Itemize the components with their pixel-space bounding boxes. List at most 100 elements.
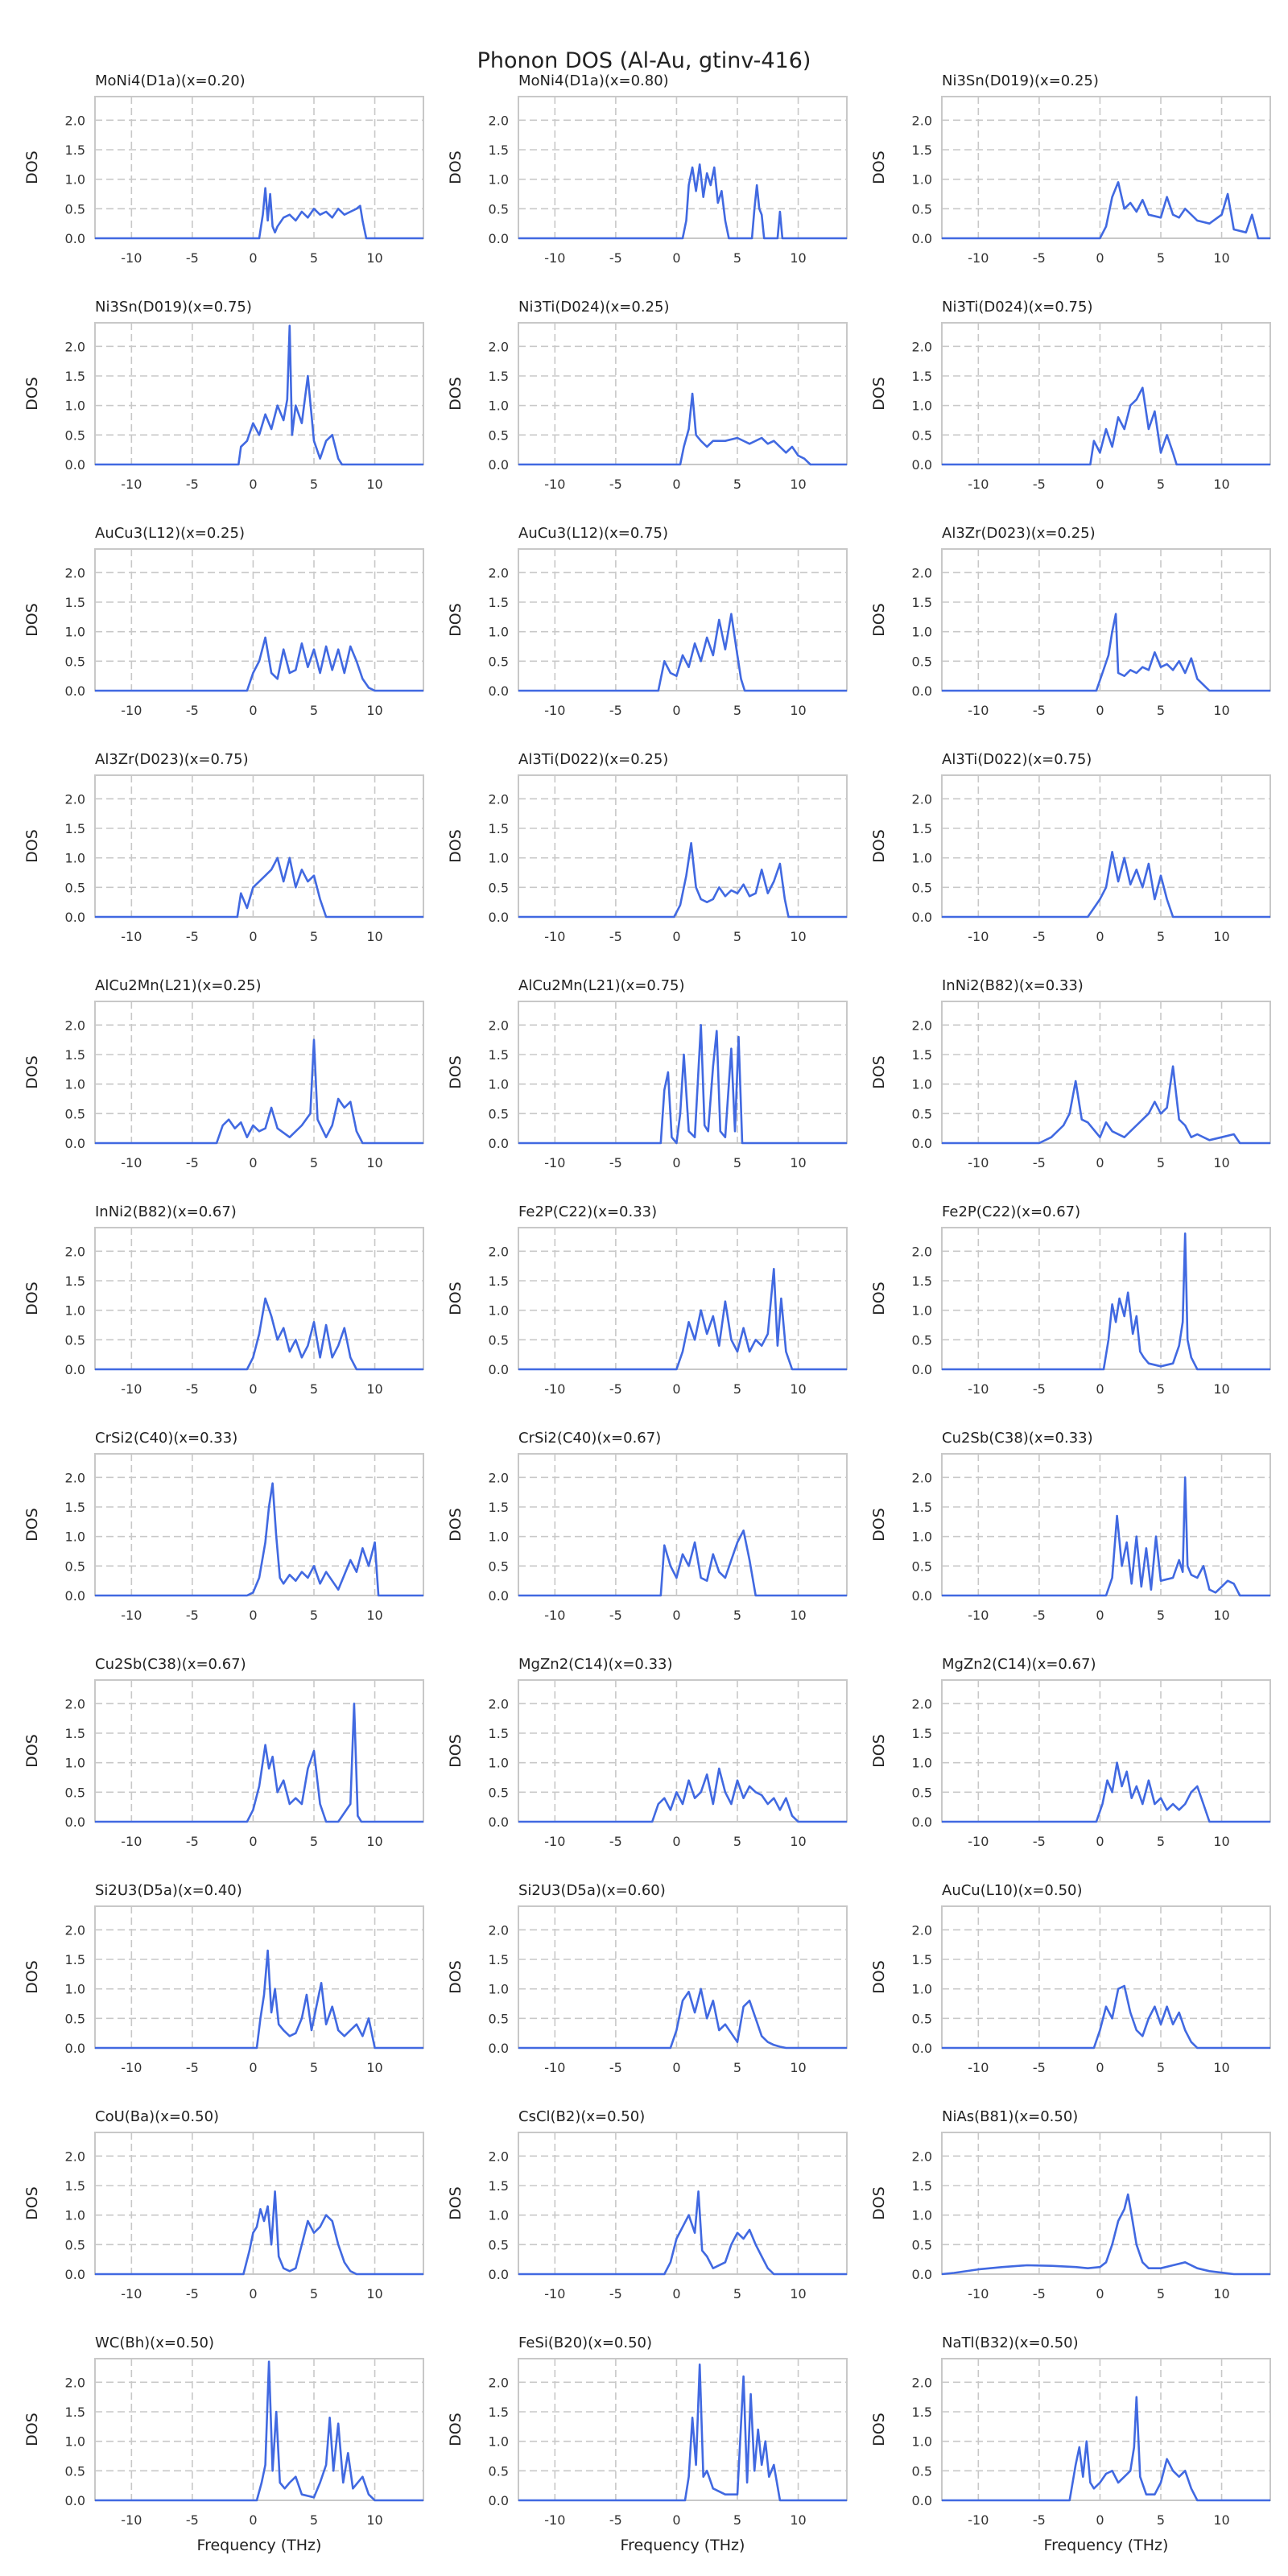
x-tick-label: -5 [186, 2060, 199, 2075]
subplot-31: -10 -5 0 5 10 0.0 0.5 1.0 1.5 2.0 WC(Bh)(x=0.50) DO… [23, 2334, 424, 2528]
subplot-11: -10 -5 0 5 10 0.0 0.5 1.0 1.5 2.0 Al3Ti(D022)(x=0.… [447, 751, 848, 944]
y-axis-label: DOS [447, 377, 464, 411]
x-tick-label: -10 [968, 1834, 989, 1849]
x-tick-label: 0 [1096, 2060, 1104, 2075]
subplot-12: -10 -5 0 5 10 0.0 0.5 1.0 1.5 2.0 Al3Ti(D022)(x=0.… [870, 751, 1271, 944]
x-tick-label: 0 [249, 250, 257, 266]
x-tick-label: 10 [790, 703, 806, 718]
plot-frame [94, 1453, 424, 1596]
y-axis-label: DOS [23, 1960, 41, 1994]
x-tick-label: 0 [1096, 703, 1104, 718]
x-tick-label: 5 [733, 1608, 741, 1623]
subplot-14: -10 -5 0 5 10 0.0 0.5 1.0 1.5 2.0 AlCu2Mn(L21)(x=0… [447, 977, 848, 1170]
x-tick-label: -10 [968, 2060, 989, 2075]
y-tick-label: 1.0 [65, 1530, 85, 1545]
y-tick-label: 1.5 [65, 821, 85, 836]
y-tick-label: 2.0 [65, 1018, 85, 1033]
subplot-3: -10 -5 0 5 10 0.0 0.5 1.0 1.5 2.0 Ni3Sn(D019)(x=0.… [870, 72, 1271, 266]
x-tick-label: 10 [366, 250, 382, 266]
x-tick-label: -10 [544, 929, 565, 944]
x-tick-label: -10 [968, 1155, 989, 1170]
x-tick-label: 10 [1213, 250, 1229, 266]
dos-series-line [518, 1024, 847, 1145]
x-tick-label: 10 [366, 929, 382, 944]
plot-frame [518, 548, 848, 691]
x-tick-label: 10 [366, 1834, 382, 1849]
y-tick-label: 1.5 [489, 369, 509, 384]
x-tick-label: -10 [121, 477, 142, 492]
x-tick-label: 0 [249, 477, 257, 492]
x-tick-label: 0 [1096, 250, 1104, 266]
y-tick-label: 2.0 [65, 1470, 85, 1485]
x-tick-label: -5 [609, 1381, 622, 1397]
y-tick-label: 1.0 [65, 1303, 85, 1319]
x-tick-label: -10 [121, 1381, 142, 1397]
y-tick-label: 0.5 [912, 2237, 932, 2252]
subplot-title: Ni3Sn(D019)(x=0.75) [95, 299, 252, 316]
plot-frame [518, 1227, 848, 1370]
dos-series-line [942, 181, 1270, 240]
x-tick-label: -5 [186, 1381, 199, 1397]
dos-series-line [518, 1988, 847, 2050]
x-tick-label: 0 [672, 250, 680, 266]
y-tick-label: 0.0 [489, 2493, 509, 2508]
y-tick-label: 0.0 [489, 2041, 509, 2056]
plot-frame [518, 322, 848, 465]
dos-series-line [942, 613, 1270, 692]
subplot-title: InNi2(B82)(x=0.67) [95, 1203, 237, 1220]
subplot-title: Si2U3(D5a)(x=0.40) [95, 1882, 242, 1899]
y-axis-label: DOS [23, 829, 41, 863]
x-tick-label: 10 [1213, 2512, 1229, 2528]
x-tick-label: -10 [544, 2512, 565, 2528]
subplot-16: -10 -5 0 5 10 0.0 0.5 1.0 1.5 2.0 InNi2(B82)(x=0.6… [23, 1203, 424, 1397]
x-tick-label: -10 [121, 2286, 142, 2301]
y-tick-label: 0.0 [912, 2493, 932, 2508]
y-tick-label: 0.0 [912, 683, 932, 699]
subplot-19: -10 -5 0 5 10 0.0 0.5 1.0 1.5 2.0 CrSi2(C40)(x=0.3… [23, 1430, 424, 1623]
dos-series-line [95, 1703, 423, 1823]
y-tick-label: 0.5 [65, 427, 85, 443]
x-tick-label: -10 [121, 2060, 142, 2075]
y-tick-label: 0.0 [65, 1136, 85, 1151]
plot-frame [941, 322, 1271, 465]
y-tick-label: 0.0 [489, 683, 509, 699]
x-tick-label: 0 [1096, 929, 1104, 944]
y-tick-label: 1.5 [65, 2405, 85, 2420]
y-tick-label: 2.0 [489, 1696, 509, 1711]
subplot-title: WC(Bh)(x=0.50) [95, 2334, 214, 2351]
x-tick-label: 5 [733, 2060, 741, 2075]
x-tick-label: 10 [1213, 477, 1229, 492]
subplot-22: -10 -5 0 5 10 0.0 0.5 1.0 1.5 2.0 Cu2Sb(C38)(x=0.6… [23, 1656, 424, 1849]
y-tick-label: 0.5 [489, 654, 509, 669]
y-tick-label: 0.0 [489, 457, 509, 473]
dos-series-line [942, 1476, 1270, 1597]
y-axis-label: DOS [870, 1055, 888, 1089]
subplot-title: MgZn2(C14)(x=0.67) [942, 1656, 1096, 1673]
subplot-6: -10 -5 0 5 10 0.0 0.5 1.0 1.5 2.0 Ni3Ti(D024)(x=0.… [870, 299, 1271, 492]
x-tick-label: 10 [1213, 2060, 1229, 2075]
y-tick-label: 0.0 [65, 683, 85, 699]
x-tick-label: 5 [1157, 2286, 1165, 2301]
x-tick-label: 10 [1213, 1834, 1229, 1849]
y-tick-label: 2.0 [65, 339, 85, 354]
subplot-title: Cu2Sb(C38)(x=0.67) [95, 1656, 246, 1673]
y-tick-label: 0.5 [65, 201, 85, 217]
y-tick-label: 2.0 [912, 1244, 932, 1259]
y-tick-label: 2.0 [912, 1018, 932, 1033]
x-tick-label: 10 [790, 929, 806, 944]
x-tick-label: 5 [733, 703, 741, 718]
y-tick-label: 2.0 [65, 113, 85, 128]
y-tick-label: 0.0 [912, 1814, 932, 1830]
x-tick-label: -5 [609, 703, 622, 718]
plot-frame [518, 774, 848, 918]
y-tick-label: 1.5 [912, 1500, 932, 1515]
x-tick-label: 0 [249, 929, 257, 944]
x-tick-label: 5 [310, 477, 318, 492]
plot-frame [518, 1679, 848, 1823]
subplot-7: -10 -5 0 5 10 0.0 0.5 1.0 1.5 2.0 AuCu3(L12)(x=0.2… [23, 525, 424, 718]
y-tick-label: 2.0 [489, 1922, 509, 1938]
x-axis-label: Frequency (THz) [1044, 2537, 1169, 2554]
x-tick-label: -10 [968, 2286, 989, 2301]
y-tick-label: 0.5 [489, 1785, 509, 1800]
